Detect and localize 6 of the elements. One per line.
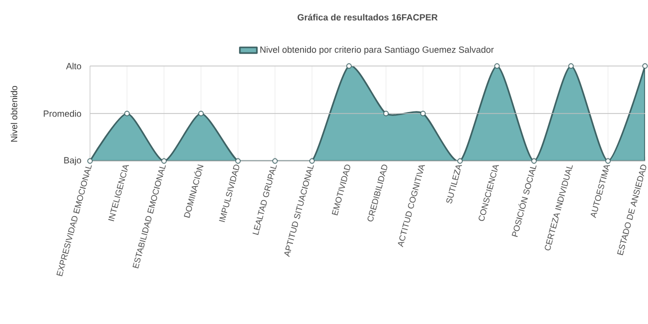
legend-label: Nivel obtenido por criterio para Santiago Guemez Salvador <box>260 46 494 55</box>
ref-line-label: Promedio <box>44 110 82 117</box>
chart-title: Gráfica de resultados 16FACPER <box>298 14 438 21</box>
ref-line-label: Bajo <box>64 156 82 166</box>
y-axis-title: Nivel obtenido <box>10 86 18 142</box>
ref-line-label: Alto <box>66 62 82 70</box>
